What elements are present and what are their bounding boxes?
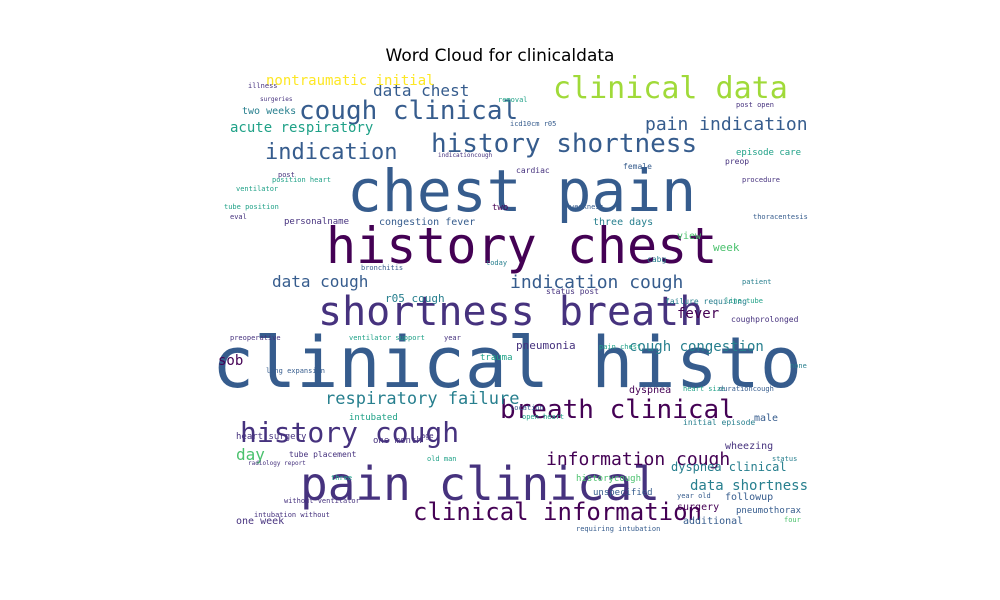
word-89: icd10cm r05 (510, 120, 557, 128)
word-12: pain indication (645, 114, 808, 135)
word-43: pneumothorax (736, 506, 802, 516)
word-4: pain clinical (300, 457, 661, 511)
word-82: none (790, 362, 807, 370)
word-21: cough congestion (629, 339, 764, 355)
word-20: two weeks (242, 106, 297, 117)
word-59: position heart (272, 176, 332, 184)
word-51: preop (725, 157, 750, 166)
word-88: radiology report (248, 460, 306, 467)
word-24: r05 cough (385, 292, 445, 305)
word-6: breath clinical (500, 395, 735, 425)
word-66: cabg (647, 255, 667, 264)
word-71: coughprolonged (731, 315, 799, 324)
word-2: history chest (326, 217, 718, 275)
word-25: dyspnea clinical (671, 460, 787, 474)
word-86: three (331, 474, 353, 482)
word-0: clinical history (212, 322, 808, 404)
word-72: year (444, 334, 461, 342)
word-91: weakness (570, 203, 604, 211)
word-17: data chest (373, 81, 470, 100)
word-44: unspecified (593, 488, 653, 498)
word-37: male (754, 413, 779, 424)
word-75: heart size (683, 385, 726, 393)
word-23: sob (218, 353, 244, 369)
word-54: thoracentesis (753, 213, 808, 221)
word-5: history cough (240, 416, 460, 449)
word-74: initial episode (683, 418, 756, 427)
word-15: respiratory failure (325, 389, 520, 409)
word-16: acute respiratory (230, 120, 374, 136)
word-52: procedure (742, 176, 780, 184)
word-90: removal (498, 96, 528, 104)
word-70: line tube (725, 297, 763, 305)
word-36: heart surgery (236, 432, 307, 442)
word-79: age (421, 432, 434, 440)
word-47: week (713, 241, 740, 254)
word-87: without ventilator (284, 497, 360, 505)
word-31: cardiac (516, 166, 550, 175)
word-38: wheezing (725, 441, 774, 452)
word-8: clinical data (553, 74, 788, 106)
word-26: data shortness (690, 478, 808, 494)
word-22: fever (677, 306, 720, 322)
word-56: tube placement (289, 450, 357, 459)
word-84: four (784, 516, 801, 524)
word-28: congestion fever (379, 217, 476, 228)
word-27: day (236, 445, 265, 464)
word-65: bronchitis (361, 264, 404, 272)
word-49: two (492, 203, 509, 213)
word-92: illness (248, 82, 278, 90)
word-10: history shortness (431, 129, 698, 159)
word-63: preoperative (230, 334, 281, 342)
word-18: data cough (272, 272, 369, 291)
word-73: pain chest (599, 343, 642, 351)
word-57: intubation without (254, 511, 330, 519)
word-81: status (772, 455, 798, 463)
word-11: indication (265, 140, 398, 165)
word-42: one week (236, 516, 285, 527)
word-34: intubated (349, 413, 398, 423)
word-93: surgeries (260, 96, 293, 103)
chart-title: Word Cloud for clinicaldata (385, 46, 615, 66)
word-41: additional (683, 516, 744, 527)
word-58: eval (230, 213, 247, 221)
word-50: female (623, 162, 652, 171)
word-61: tube position (224, 203, 279, 211)
word-53: patient (742, 278, 772, 286)
word-29: personalname (284, 217, 350, 227)
word-30: three days (593, 217, 654, 228)
word-40: followup (725, 492, 774, 503)
word-7: clinical information (413, 498, 702, 526)
word-78: open heart (522, 413, 565, 421)
word-3: shortness breath (318, 289, 704, 335)
word-35: one month (373, 436, 422, 446)
word-33: dyspnea (629, 385, 672, 396)
word-48: view (677, 231, 702, 242)
word-94: post open (736, 101, 774, 109)
word-46: trauma (480, 353, 513, 363)
word-77: location (510, 404, 544, 412)
word-95: episode care (736, 148, 802, 158)
word-68: status post (546, 287, 599, 296)
word-9: cough clinical (299, 96, 519, 126)
word-32: pneumonia (516, 339, 576, 352)
word-80: old man (427, 455, 457, 463)
word-1: chest pain (347, 157, 697, 225)
word-67: today (486, 259, 508, 267)
word-96: indicationcough (438, 152, 493, 159)
word-13: indication cough (510, 272, 684, 293)
word-83: requiring intubation (576, 525, 661, 533)
word-19: nontraumatic initial (266, 74, 435, 89)
word-69: failure requiring (665, 297, 747, 306)
word-76: durationcough (719, 385, 774, 393)
word-55: lung expansion (266, 367, 326, 375)
word-45: historycough (576, 474, 642, 484)
word-64: ventilator support (349, 334, 425, 342)
word-85: year old (677, 492, 711, 500)
word-39: surgery (677, 502, 720, 513)
word-14: information cough (546, 449, 731, 470)
word-62: post (278, 171, 295, 179)
word-60: ventilator (236, 185, 279, 193)
